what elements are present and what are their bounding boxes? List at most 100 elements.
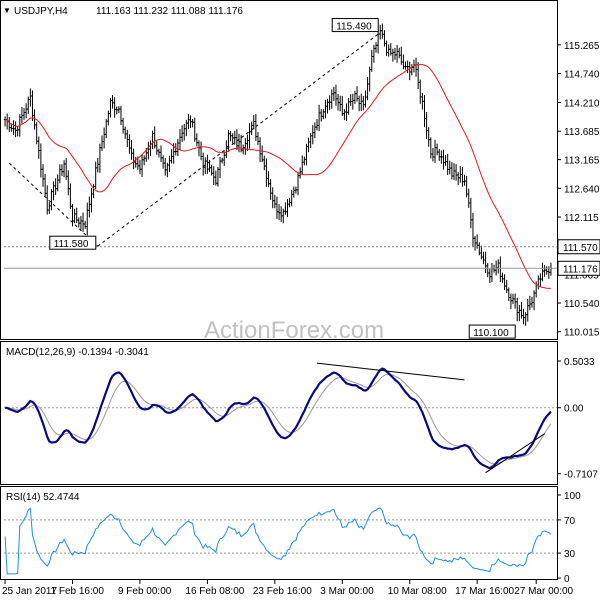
price-bar (347, 97, 350, 115)
price-bar (537, 275, 540, 290)
price-tick-label: 111.065 (564, 270, 599, 281)
rsi-tick-label: 70 (564, 516, 576, 527)
annotation-box (331, 18, 379, 33)
price-bar (20, 106, 24, 124)
trendlines (8, 32, 381, 247)
header-arrow-icon: ▼ (3, 6, 11, 15)
price-bar (507, 287, 510, 302)
price-bar (518, 304, 521, 322)
price-bar (267, 171, 270, 188)
price-bar (147, 141, 150, 160)
ohlc-readout: 111.163 111.232 111.088 111.176 (96, 6, 243, 17)
price-bar (121, 117, 125, 134)
price-bar (60, 164, 64, 176)
price-bar (324, 99, 327, 119)
price-bar (75, 207, 78, 223)
trendline-up (97, 32, 381, 247)
annotation-label: 115.490 (336, 22, 372, 33)
moving-average (4, 63, 551, 289)
price-bar (322, 109, 325, 120)
price-bar (442, 149, 445, 170)
price-bar (199, 141, 203, 161)
price-bar (52, 181, 55, 201)
price-bar (379, 24, 382, 40)
price-bar (117, 106, 121, 113)
price-bar (419, 79, 422, 104)
price-bar (414, 57, 418, 77)
price-bar (29, 88, 32, 107)
price-bar (235, 129, 239, 150)
price-bar (294, 186, 298, 194)
price-bar (214, 170, 218, 186)
price-bar (471, 212, 475, 247)
price-bar (332, 86, 336, 101)
annotation-label: 111.580 (54, 239, 89, 250)
price-bar (286, 198, 289, 217)
price-bar (480, 245, 483, 260)
price-bar (368, 66, 371, 92)
price-bar (178, 129, 182, 150)
price-bar (511, 293, 515, 305)
price-bar (349, 94, 352, 106)
price-tick-label: 110.015 (564, 328, 600, 339)
price-bar (503, 274, 506, 290)
price-bar (126, 129, 129, 148)
price-bar (24, 103, 28, 119)
price-bar (244, 138, 247, 155)
price-bar (309, 133, 312, 149)
rsi-axis: 100 70 30 0 (4, 491, 581, 585)
time-tick-label: 16 Feb 08:00 (185, 586, 244, 597)
price-bar (174, 143, 177, 156)
price-bar (490, 262, 494, 283)
price-bar (220, 157, 224, 164)
price-bar (435, 143, 439, 156)
price-bar (402, 54, 405, 70)
level-tag-box (557, 239, 600, 255)
price-bar (330, 89, 333, 109)
time-tick-label: 25 Jan 2017 (2, 586, 57, 597)
price-bar (105, 118, 108, 139)
price-bar (119, 105, 123, 126)
price-bar (296, 171, 300, 196)
price-bar (338, 95, 342, 112)
price-bar (168, 155, 171, 172)
price-bar (341, 95, 344, 116)
price-bar (355, 86, 359, 102)
macd-title: MACD(12,26,9) -0.1394 -0.3041 (6, 347, 149, 358)
price-annotations: 115.490 111.580 110.100 (49, 18, 516, 339)
macd-main-line (4, 367, 552, 470)
price-bar (313, 122, 317, 139)
price-panel-frame (0, 0, 558, 340)
price-bar (79, 215, 83, 230)
price-bar (180, 125, 184, 143)
price-bar (473, 235, 477, 251)
price-bar (328, 95, 331, 111)
macd-panel-frame (0, 341, 558, 485)
price-bar (50, 189, 53, 211)
price-bar (134, 156, 137, 168)
price-tick-label: 112.115 (564, 213, 599, 224)
price-bar (256, 131, 260, 146)
price-bar (265, 158, 268, 188)
price-bar (113, 97, 116, 118)
price-bar (258, 137, 262, 163)
rsi-tick-label: 0 (564, 574, 570, 585)
price-bar (64, 158, 68, 180)
price-bar (185, 119, 188, 137)
price-bar (140, 154, 144, 178)
price-bar (176, 138, 180, 157)
price-bar (3, 116, 7, 127)
price-bar (395, 44, 399, 63)
price-bar (423, 94, 426, 128)
price-bar (14, 121, 17, 138)
price-bar (88, 196, 91, 218)
price-bar (383, 30, 386, 47)
price-bar (499, 256, 502, 283)
price-bar (35, 122, 38, 145)
price-bar (67, 170, 70, 196)
time-tick-label: 27 Mar 00:00 (514, 586, 573, 597)
price-bar (107, 110, 110, 126)
price-bar (450, 162, 454, 180)
price-bar (501, 272, 504, 283)
price-bar (469, 197, 473, 229)
